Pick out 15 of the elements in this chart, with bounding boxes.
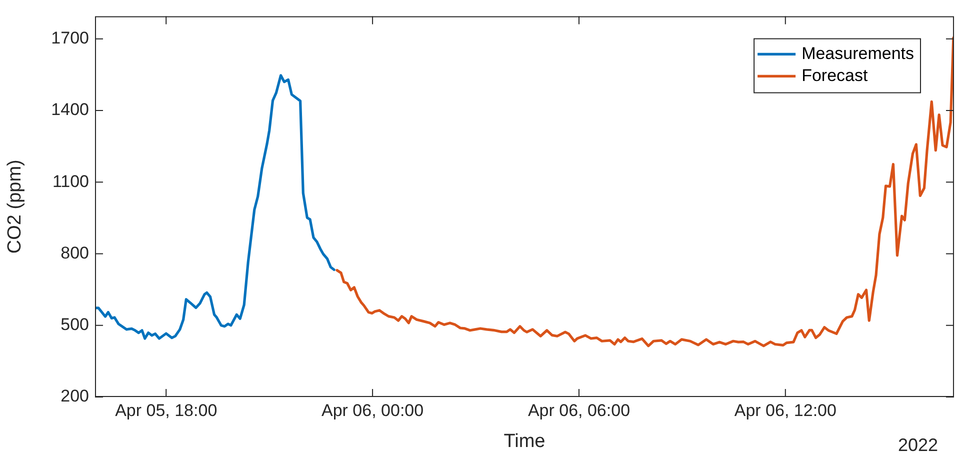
y-tick-label: 1700: [51, 28, 89, 48]
legend-label: Forecast: [802, 66, 868, 85]
y-tick-label: 500: [60, 315, 89, 334]
x-axis-title: Time: [504, 430, 546, 452]
y-tick-label: 800: [60, 243, 89, 262]
legend-label: Measurements: [802, 44, 914, 63]
x-tick-label: Apr 06, 06:00: [528, 400, 630, 420]
x-tick-label: Apr 05, 18:00: [115, 400, 218, 420]
y-axis-title: CO2 (ppm): [4, 160, 26, 254]
text: 2022: [898, 435, 938, 455]
y-tick-label: 1400: [51, 100, 89, 120]
y-tick-label: 1100: [52, 172, 89, 191]
x-tick-label: Apr 06, 12:00: [734, 400, 836, 420]
x-tick-label: Apr 06, 00:00: [322, 400, 424, 420]
y-tick-label: 200: [60, 386, 89, 406]
